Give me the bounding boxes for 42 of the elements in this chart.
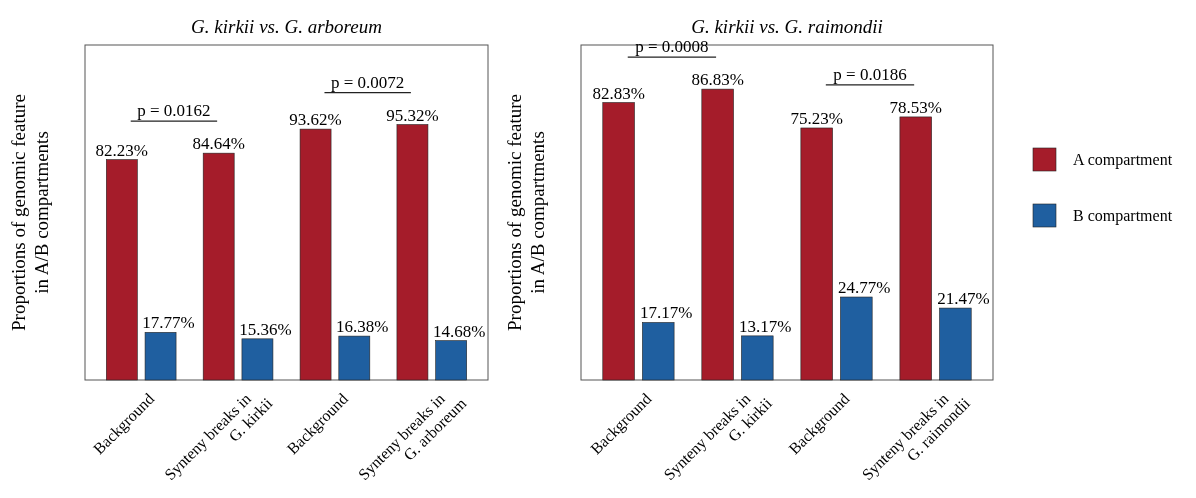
annotation: p = 0.0072 (331, 72, 405, 92)
data-label: 21.47% (937, 289, 990, 309)
bar (899, 116, 932, 381)
bar (602, 102, 635, 381)
data-label: 16.38% (336, 317, 389, 337)
legend-label: B compartment (1073, 207, 1173, 225)
y-axis-title: Proportions of genomic feature in A/B compartments (504, 94, 548, 331)
data-label: 82.83% (592, 83, 645, 103)
annotation: p = 0.0186 (833, 64, 907, 84)
annotation: p = 0.0162 (137, 101, 211, 121)
data-label: 84.64% (192, 134, 245, 154)
data-label: 93.62% (289, 110, 342, 130)
bar (202, 152, 235, 381)
bar (396, 124, 429, 381)
bar (338, 335, 371, 381)
bar (701, 88, 734, 381)
data-label: 15.36% (239, 319, 292, 339)
bar (642, 322, 675, 381)
bar (840, 296, 873, 381)
bar (939, 307, 972, 381)
chart-title: G. kirkii vs. G. raimondii (691, 16, 883, 37)
bar (241, 338, 274, 381)
legend-label: A compartment (1073, 151, 1173, 169)
data-label: 17.77% (142, 313, 195, 333)
data-label: 86.83% (691, 70, 744, 90)
bar (741, 335, 774, 381)
data-label: 82.23% (95, 140, 149, 160)
chart-title: G. kirkii vs. G. arboreum (191, 16, 382, 37)
bar (144, 332, 177, 381)
bar (800, 127, 833, 381)
y-axis-title: Proportions of genomic feature in A/B compartments (8, 94, 52, 331)
bar (299, 128, 332, 381)
data-label: 78.53% (889, 97, 942, 117)
bar (106, 159, 138, 381)
data-label: 24.77% (838, 278, 891, 298)
data-label: 13.17% (739, 316, 792, 336)
bar (435, 340, 467, 381)
data-label: 75.23% (790, 108, 843, 128)
data-label: 14.68% (432, 321, 486, 341)
data-label: 95.32% (386, 105, 439, 125)
annotation: p = 0.0008 (635, 37, 709, 57)
data-label: 17.17% (640, 303, 693, 323)
